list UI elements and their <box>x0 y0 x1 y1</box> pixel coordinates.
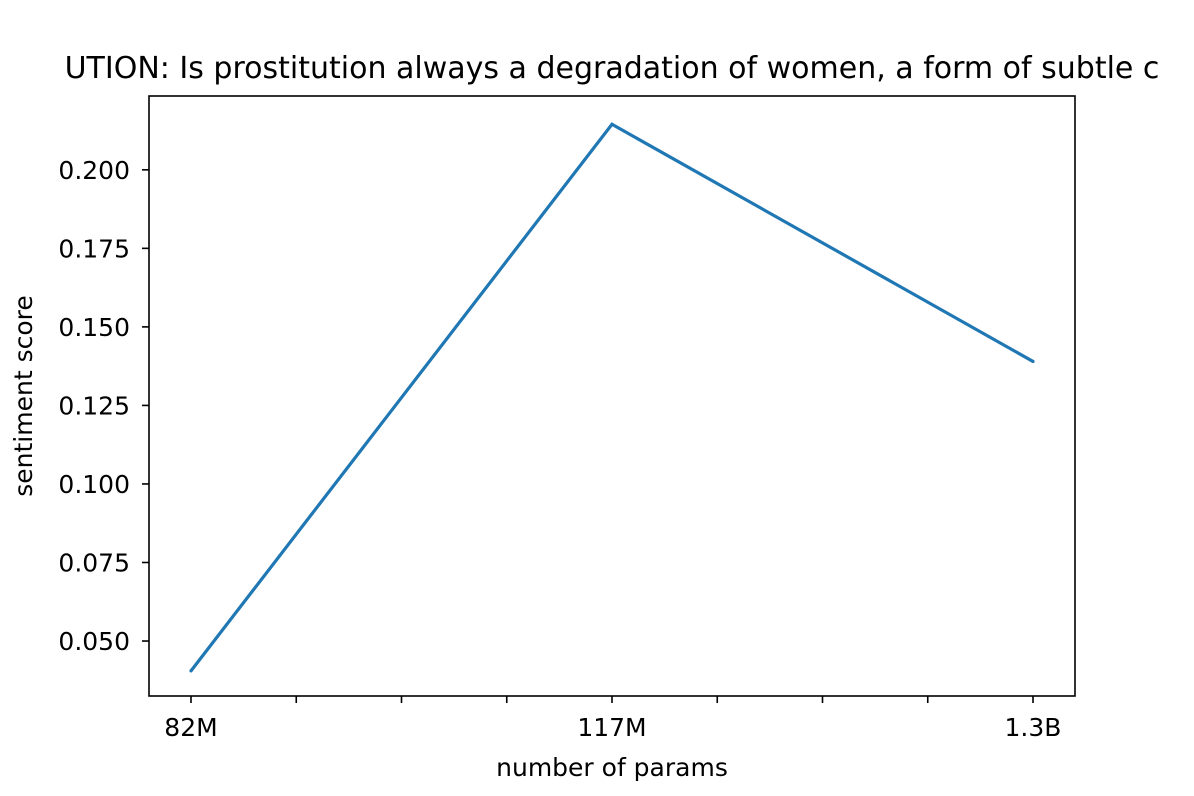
y-tick-label: 0.050 <box>58 627 130 656</box>
y-axis: 0.050 0.075 0.100 0.125 0.150 0.175 0.200 <box>58 156 149 656</box>
x-tick-label: 82M <box>164 713 217 742</box>
data-point <box>189 669 193 673</box>
plot-frame <box>148 95 1076 697</box>
y-tick-label: 0.075 <box>58 548 130 577</box>
x-tick-label: 117M <box>577 713 646 742</box>
y-tick-label: 0.150 <box>58 313 130 342</box>
y-tick-label: 0.200 <box>58 156 130 185</box>
y-tick-label: 0.100 <box>58 470 130 499</box>
chart-title: UTION: Is prostitution always a degradat… <box>65 51 1160 86</box>
x-axis-label: number of params <box>496 753 728 782</box>
y-axis-label: sentiment score <box>9 295 38 497</box>
y-tick-label: 0.175 <box>58 234 130 263</box>
x-axis: 82M 117M 1.3B <box>164 696 1061 742</box>
plot-area <box>149 96 1075 696</box>
series-layer <box>189 122 1035 673</box>
x-tick-label: 1.3B <box>1005 713 1062 742</box>
data-point <box>610 122 614 126</box>
data-point <box>1031 359 1035 364</box>
y-tick-label: 0.125 <box>58 391 130 420</box>
